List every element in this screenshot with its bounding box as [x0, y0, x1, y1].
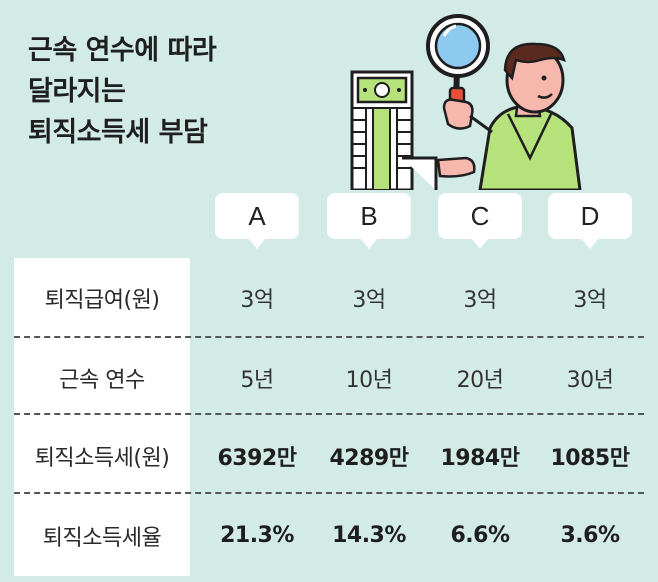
table-cell: 14.3%	[332, 523, 406, 548]
column-header-c: C	[438, 193, 522, 249]
table-cell: 3억	[352, 287, 386, 313]
column-header-d: D	[548, 193, 632, 249]
table-row: 퇴직급여(원) 3억 3억 3억 3억	[14, 258, 644, 337]
row-divider	[14, 336, 644, 338]
row-label: 근속 연수	[59, 367, 145, 393]
person-with-magnifier-illustration	[350, 14, 582, 190]
row-label: 퇴직소득세(원)	[34, 445, 170, 471]
table-cell: 5년	[240, 367, 274, 393]
row-label: 퇴직소득세율	[42, 525, 162, 551]
row-divider	[14, 492, 644, 494]
table-cell: 6.6%	[450, 523, 510, 548]
row-label: 퇴직급여(원)	[44, 287, 160, 313]
row-label-column	[14, 258, 190, 576]
money-stack-icon	[350, 70, 414, 190]
table-cell: 1085만	[550, 445, 630, 471]
table-cell: 3.6%	[560, 523, 620, 548]
table-cell: 21.3%	[220, 523, 294, 548]
column-header-a: A	[215, 193, 299, 249]
title-line-1: 근속 연수에 따라	[28, 35, 217, 66]
table-cell: 3억	[240, 287, 274, 313]
table-row: 퇴직소득세(원) 6392만 4289만 1984만 1085만	[14, 416, 644, 495]
table-cell: 4289만	[329, 445, 409, 471]
table-row: 근속 연수 5년 10년 20년 30년	[14, 338, 644, 417]
title-line-3: 퇴직소득세 부담	[28, 117, 208, 148]
table-row: 퇴직소득세율 21.3% 14.3% 6.6% 3.6%	[14, 496, 644, 575]
table-cell: 30년	[566, 367, 614, 393]
magnifier-icon	[426, 14, 490, 106]
title-line-2: 달라지는	[28, 76, 126, 107]
table-cell: 10년	[345, 367, 393, 393]
table-cell: 3억	[463, 287, 497, 313]
table-cell: 20년	[456, 367, 504, 393]
row-divider	[14, 413, 644, 415]
page-title: 근속 연수에 따라 달라지는 퇴직소득세 부담	[28, 30, 217, 153]
table-cell: 1984만	[440, 445, 520, 471]
column-header-b: B	[327, 193, 411, 249]
table-cell: 6392만	[217, 445, 297, 471]
table-cell: 3억	[573, 287, 607, 313]
